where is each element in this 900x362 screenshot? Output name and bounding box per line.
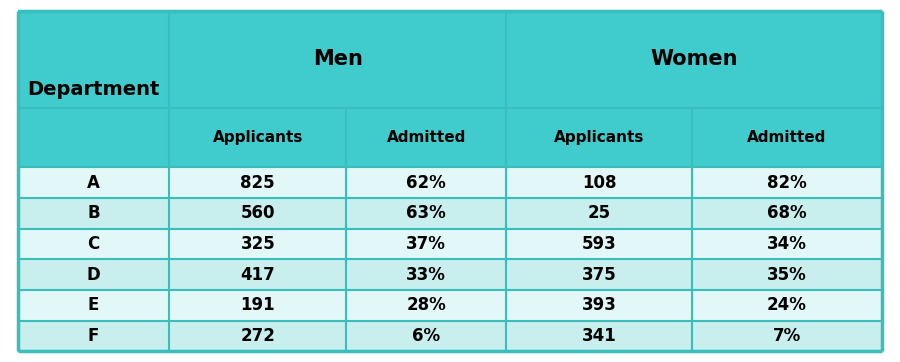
Text: Men: Men bbox=[312, 49, 363, 70]
Text: 191: 191 bbox=[240, 296, 275, 314]
Bar bbox=[18, 290, 882, 320]
Text: 272: 272 bbox=[240, 327, 275, 345]
Text: 6%: 6% bbox=[412, 327, 440, 345]
Text: 63%: 63% bbox=[407, 204, 446, 222]
Text: 417: 417 bbox=[240, 266, 275, 283]
Bar bbox=[18, 320, 882, 351]
Text: 28%: 28% bbox=[407, 296, 446, 314]
Text: Admitted: Admitted bbox=[747, 130, 826, 145]
Text: 82%: 82% bbox=[767, 174, 806, 192]
Text: Admitted: Admitted bbox=[387, 130, 466, 145]
Text: 108: 108 bbox=[581, 174, 616, 192]
Text: C: C bbox=[87, 235, 100, 253]
Bar bbox=[18, 229, 882, 259]
Text: E: E bbox=[88, 296, 99, 314]
Text: 33%: 33% bbox=[406, 266, 446, 283]
Text: 825: 825 bbox=[240, 174, 275, 192]
Text: B: B bbox=[87, 204, 100, 222]
Text: 560: 560 bbox=[240, 204, 275, 222]
Text: 325: 325 bbox=[240, 235, 275, 253]
Text: A: A bbox=[87, 174, 100, 192]
Text: 25: 25 bbox=[588, 204, 610, 222]
Text: D: D bbox=[86, 266, 101, 283]
Text: F: F bbox=[88, 327, 99, 345]
Text: 593: 593 bbox=[581, 235, 616, 253]
Bar bbox=[18, 259, 882, 290]
Text: 34%: 34% bbox=[767, 235, 807, 253]
Text: Women: Women bbox=[651, 49, 738, 70]
Text: 68%: 68% bbox=[767, 204, 806, 222]
Text: Applicants: Applicants bbox=[554, 130, 644, 145]
Text: Department: Department bbox=[27, 80, 160, 98]
Text: 7%: 7% bbox=[773, 327, 801, 345]
Text: 35%: 35% bbox=[767, 266, 806, 283]
Text: Applicants: Applicants bbox=[212, 130, 303, 145]
Text: 393: 393 bbox=[581, 296, 616, 314]
Bar bbox=[18, 167, 882, 198]
Text: 24%: 24% bbox=[767, 296, 807, 314]
Bar bbox=[18, 198, 882, 229]
Text: 375: 375 bbox=[581, 266, 616, 283]
Text: 62%: 62% bbox=[407, 174, 446, 192]
Text: 37%: 37% bbox=[406, 235, 446, 253]
Text: 341: 341 bbox=[581, 327, 616, 345]
